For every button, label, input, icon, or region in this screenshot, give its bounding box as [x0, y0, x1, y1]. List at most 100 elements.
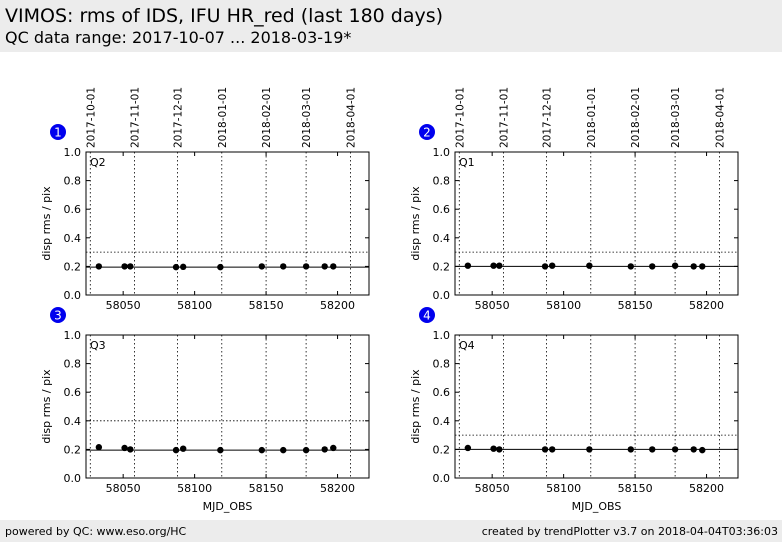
x-axis-label: MJD_OBS: [203, 500, 253, 513]
date-tick-label: 2018-03-01: [670, 87, 682, 148]
panel-number-text: 4: [423, 309, 431, 323]
data-point: [496, 262, 503, 269]
panel-q1: 2 2017-10-01 2017-11-01 2017-12-01 2018-01-0…: [409, 87, 739, 312]
x-tick-label: 58200: [320, 482, 355, 495]
quadrant-label: Q4: [459, 339, 475, 352]
date-tick-label: 2018-04-01: [345, 87, 357, 148]
panel-number-badge: [50, 124, 66, 140]
data-point: [258, 263, 266, 270]
y-tick-label: 0.2: [433, 443, 451, 456]
y-tick-label: 0.6: [64, 386, 82, 399]
data-point: [496, 446, 503, 453]
data-range-subtitle: QC data range: 2017-10-07 ... 2018-03-19…: [5, 28, 352, 47]
y-axis-label: disp rms / pix: [409, 186, 422, 261]
data-point: [95, 263, 103, 270]
y-tick-label: 0.0: [64, 289, 82, 302]
x-tick-label: 58150: [618, 482, 653, 495]
date-tick-label: 2018-04-01: [714, 87, 726, 148]
panel-number-badge: [419, 124, 435, 140]
y-tick-label: 0.0: [433, 289, 451, 302]
plot-frame: [454, 151, 739, 296]
data-point: [280, 263, 287, 270]
data-point: [302, 263, 310, 270]
data-point: [649, 263, 656, 270]
y-tick-label: 0.2: [433, 260, 451, 273]
date-tick-label: 2018-01-01: [586, 87, 598, 148]
panel-number-text: 1: [54, 126, 62, 140]
data-point: [586, 262, 593, 269]
data-point: [586, 446, 593, 453]
data-point: [490, 262, 497, 269]
data-point: [330, 263, 337, 270]
date-tick-label: 2017-12-01: [172, 87, 184, 148]
x-tick-label: 58050: [475, 299, 510, 312]
data-point: [690, 446, 697, 453]
x-tick-label: 58200: [689, 299, 724, 312]
data-point: [172, 263, 180, 271]
x-tick-label: 58050: [106, 299, 141, 312]
report-footer: powered by QC: www.eso.org/HC created by…: [0, 520, 782, 542]
x-tick-label: 58100: [546, 482, 581, 495]
data-point: [302, 446, 310, 454]
date-tick-label: 2018-02-01: [261, 87, 273, 148]
data-point: [280, 446, 287, 454]
date-tick-label: 2018-01-01: [217, 87, 229, 148]
y-tick-label: 0.4: [64, 415, 82, 428]
data-point: [217, 263, 224, 271]
data-point: [548, 446, 556, 453]
y-tick-label: 0.6: [433, 203, 451, 216]
data-point: [690, 263, 697, 270]
x-tick-label: 58150: [249, 299, 284, 312]
y-tick-label: 0.2: [64, 260, 82, 273]
date-tick-label: 2017-12-01: [541, 87, 553, 148]
y-tick-label: 0.0: [433, 472, 451, 485]
x-tick-label: 58200: [320, 299, 355, 312]
panel-number-text: 3: [54, 309, 62, 323]
x-tick-label: 58100: [177, 299, 212, 312]
data-point: [548, 262, 556, 269]
data-point: [121, 263, 128, 270]
data-point: [699, 446, 706, 454]
y-tick-label: 0.8: [64, 358, 82, 371]
x-tick-label: 58200: [689, 482, 724, 495]
plot-frame: [454, 334, 739, 479]
y-axis-label: disp rms / pix: [40, 369, 53, 444]
x-tick-label: 58050: [106, 482, 141, 495]
y-tick-label: 0.0: [64, 472, 82, 485]
quadrant-label: Q1: [459, 156, 475, 169]
created-by-text: created by trendPlotter v3.7 on 2018-04-…: [481, 525, 778, 538]
data-point: [464, 444, 472, 452]
data-point: [172, 446, 180, 454]
data-point: [321, 263, 328, 270]
y-tick-label: 0.2: [64, 443, 82, 456]
data-point: [671, 446, 679, 453]
panel-number-badge: [50, 307, 66, 323]
y-tick-label: 0.8: [433, 358, 451, 371]
panel-number-text: 2: [423, 126, 431, 140]
y-tick-label: 0.8: [64, 175, 82, 188]
data-point: [671, 262, 679, 269]
data-point: [95, 444, 103, 451]
panel-q4: 4 0.0 0.2 0.4 0.6 0.8 1.0 58050 58100 58150 58200 d…: [409, 307, 739, 513]
data-point: [121, 444, 128, 452]
powered-by-text: powered by QC: www.eso.org/HC: [5, 525, 187, 538]
date-tick-label: 2017-11-01: [499, 87, 511, 148]
quadrant-label: Q3: [90, 339, 106, 352]
quadrant-label: Q2: [90, 156, 106, 169]
panel-q2: 1 2017-10-01 2017-11-01 2017-12-01 2018-01-0…: [40, 87, 370, 312]
data-point: [127, 263, 134, 270]
x-tick-label: 58150: [618, 299, 653, 312]
y-tick-label: 0.4: [433, 415, 451, 428]
date-tick-label: 2017-10-01: [85, 87, 97, 148]
date-tick-label: 2018-02-01: [630, 87, 642, 148]
data-point: [179, 445, 187, 452]
data-point: [649, 446, 656, 453]
report-title: VIMOS: rms of IDS, IFU HR_red (last 180 …: [5, 5, 444, 27]
y-tick-label: 1.0: [433, 146, 451, 159]
y-tick-label: 0.8: [433, 175, 451, 188]
date-tick-label: 2017-11-01: [130, 87, 142, 148]
data-point: [258, 446, 266, 454]
y-tick-label: 1.0: [64, 146, 82, 159]
y-tick-label: 0.6: [64, 203, 82, 216]
